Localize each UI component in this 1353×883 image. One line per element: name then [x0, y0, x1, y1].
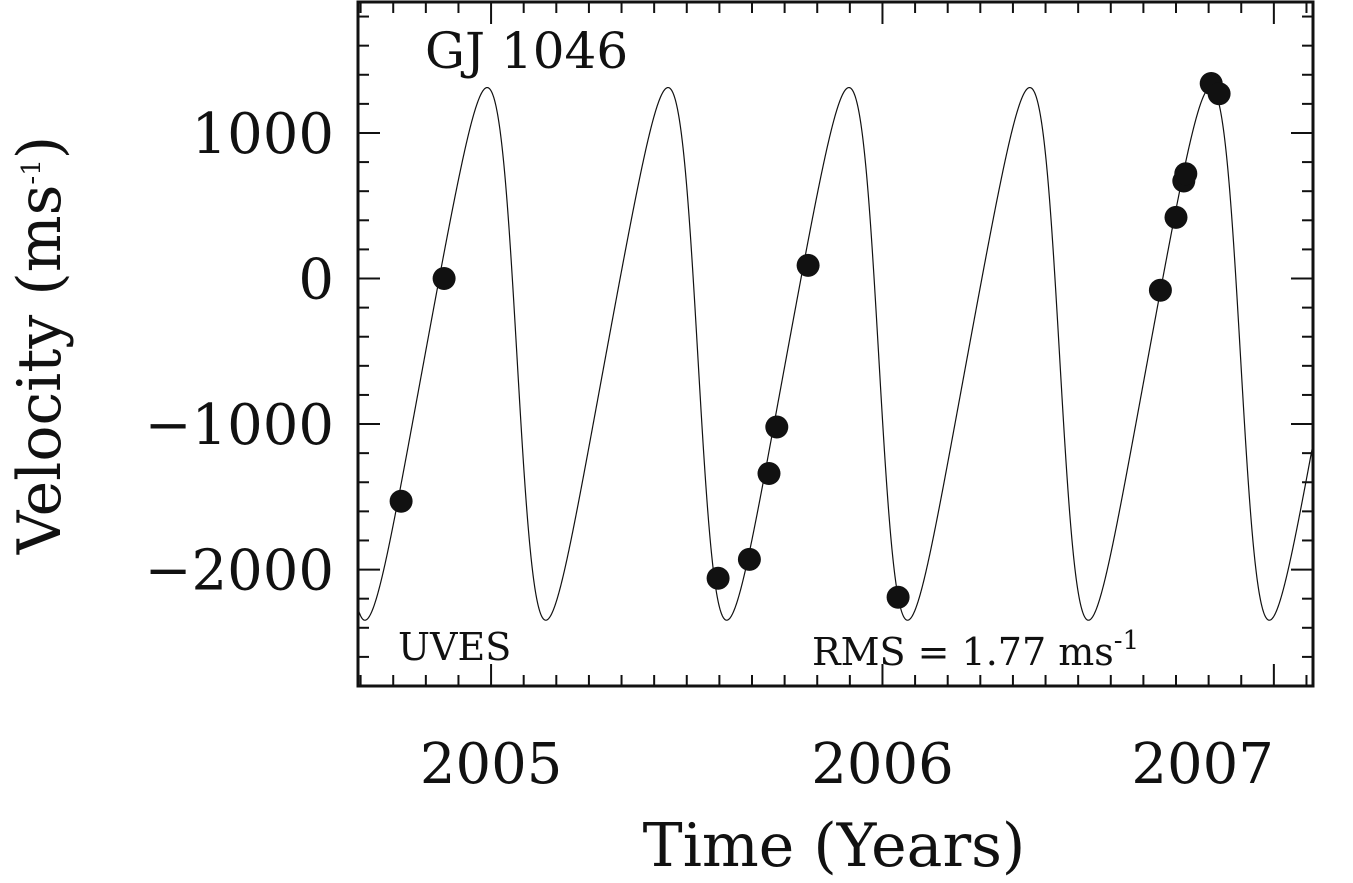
- data-point: [757, 462, 781, 485]
- plot-area: [356, 0, 1315, 688]
- data-point: [1207, 82, 1231, 106]
- data-point: [1174, 162, 1198, 186]
- data-point: [886, 585, 910, 609]
- y-tick-label: 1000: [191, 102, 334, 167]
- data-point: [389, 489, 413, 513]
- axis-ticks: [358, 2, 1313, 687]
- rms-superscript: -1: [1114, 626, 1139, 656]
- x-tick-label: 2007: [1131, 732, 1274, 797]
- data-point: [706, 566, 730, 590]
- tick-labels: 2005 2006 2007 1000 0 −1000 −2000: [145, 102, 1274, 797]
- y-tick-label: 0: [298, 248, 334, 313]
- y-tick-label: −1000: [145, 393, 334, 458]
- data-point: [1164, 205, 1188, 229]
- data-point: [1148, 278, 1172, 302]
- x-axis-title: Time (Years): [643, 811, 1026, 881]
- data-point: [737, 547, 761, 571]
- instrument-label: UVES: [398, 625, 511, 669]
- x-tick-label: 2005: [420, 732, 563, 797]
- data-point: [432, 267, 456, 290]
- x-tick-label: 2006: [811, 732, 954, 797]
- chart-title: GJ 1046: [425, 22, 628, 80]
- data-point: [796, 253, 820, 277]
- rms-annotation: RMS = 1.77 ms-1: [812, 626, 1139, 674]
- y-axis-title-superscript: -1: [17, 159, 47, 184]
- y-tick-label: −2000: [145, 539, 334, 604]
- y-axis-title: Velocity (ms-1): [5, 136, 75, 555]
- y-axis-title-main: Velocity (ms: [5, 185, 75, 556]
- model-curve: [358, 86, 1313, 621]
- data-point: [765, 415, 789, 439]
- y-axis-title-close: ): [5, 136, 75, 159]
- plot-frame: [356, 0, 1315, 688]
- rms-text: RMS = 1.77 ms: [812, 630, 1114, 674]
